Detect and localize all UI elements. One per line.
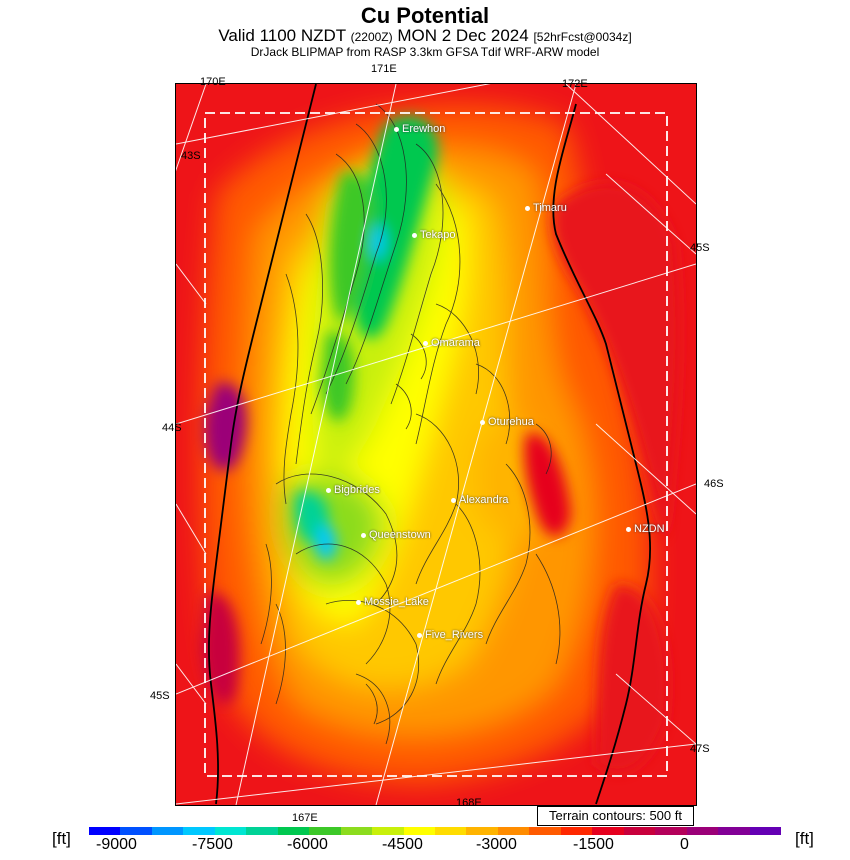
colorbar-swatch (718, 827, 750, 835)
town-bigbrides[interactable]: Bigbrides (326, 484, 380, 496)
colorbar (89, 827, 781, 835)
lat-label-47s: 47S (690, 743, 710, 755)
town-mossie-lake[interactable]: Mossie_Lake (356, 596, 429, 608)
colorbar-swatch (151, 827, 184, 835)
colorbar-swatch (434, 827, 467, 835)
colorbar-swatch (214, 827, 247, 835)
lon-label-171e: 171E (371, 63, 397, 75)
colorbar-swatch (560, 827, 593, 835)
high-cu-areas (201, 116, 681, 774)
town-alexandra[interactable]: Alexandra (451, 494, 509, 506)
colorbar-swatch (309, 827, 341, 835)
colorbar-swatch (497, 827, 530, 835)
lat-label-44s: 44S (162, 422, 182, 434)
colorbar-swatch (403, 827, 435, 835)
map-title: Cu Potential (360, 3, 490, 28)
valid-utc: (2200Z) (350, 30, 393, 44)
colorbar-swatch (89, 827, 121, 835)
lon-label-172e: 172E (562, 78, 588, 90)
colorbar-swatch (466, 827, 498, 835)
coastline (208, 84, 651, 805)
colorbar-swatch (592, 827, 624, 835)
colorbar-swatch (183, 827, 215, 835)
colorbar-swatch (749, 827, 781, 835)
town-five-rivers[interactable]: Five_Rivers (417, 629, 483, 641)
lon-label-167e: 167E (292, 812, 318, 824)
colorbar-tick: 0 (680, 836, 689, 853)
terrain-contours (260, 103, 561, 745)
valid-date: MON 2 Dec 2024 (397, 26, 529, 45)
colorbar-tick: -9000 (96, 836, 137, 853)
colorbar-swatch (120, 827, 152, 835)
town-queenstown[interactable]: Queenstown (361, 529, 431, 541)
town-timaru[interactable]: Timaru (525, 202, 567, 214)
colorbar-swatch (529, 827, 561, 835)
colorbar-tick: -6000 (287, 836, 328, 853)
colorbar-tick: -1500 (573, 836, 614, 853)
colorbar-tick: -7500 (192, 836, 233, 853)
lon-label-168e: 168E (456, 797, 482, 809)
lat-label-45s-left: 45S (150, 690, 170, 702)
colorbar-unit-left: [ft] (52, 829, 71, 848)
lat-label-45s-right: 45S (690, 242, 710, 254)
lon-label-170e: 170E (200, 76, 226, 88)
terrain-contour-note: Terrain contours: 500 ft (537, 806, 694, 826)
map-canvas (176, 84, 696, 805)
colorbar-swatch (623, 827, 656, 835)
lat-lon-grid (176, 84, 696, 805)
town-erewhon[interactable]: Erewhon (394, 123, 445, 135)
cu-potential-map[interactable]: Erewhon Timaru Tekapo Omarama Oturehua B… (175, 83, 697, 806)
inner-domain-border (204, 112, 668, 777)
model-subtitle: DrJack BLIPMAP from RASP 3.3km GFSA Tdif… (250, 45, 600, 59)
colorbar-swatch (277, 827, 310, 835)
colorbar-swatch (246, 827, 278, 835)
colorbar-tick: -3000 (476, 836, 517, 853)
colorbar-swatch (340, 827, 373, 835)
valid-time: Valid 1100 NZDT (2200Z) MON 2 Dec 2024 [… (0, 26, 850, 46)
colorbar-swatch (372, 827, 404, 835)
colorbar-swatch (686, 827, 719, 835)
lat-label-46s: 46S (704, 478, 724, 490)
forecast-info: [52hrFcst@0034z] (533, 30, 632, 44)
colorbar-tick: -4500 (382, 836, 423, 853)
valid-prefix: Valid 1100 NZDT (218, 26, 346, 45)
colorbar-unit-right: [ft] (795, 829, 814, 848)
lat-label-43s: 43S (181, 150, 201, 162)
town-tekapo[interactable]: Tekapo (412, 229, 455, 241)
town-oturehua[interactable]: Oturehua (480, 416, 534, 428)
colorbar-swatch (655, 827, 687, 835)
town-nzdn[interactable]: NZDN (626, 523, 665, 535)
town-omarama[interactable]: Omarama (423, 337, 480, 349)
